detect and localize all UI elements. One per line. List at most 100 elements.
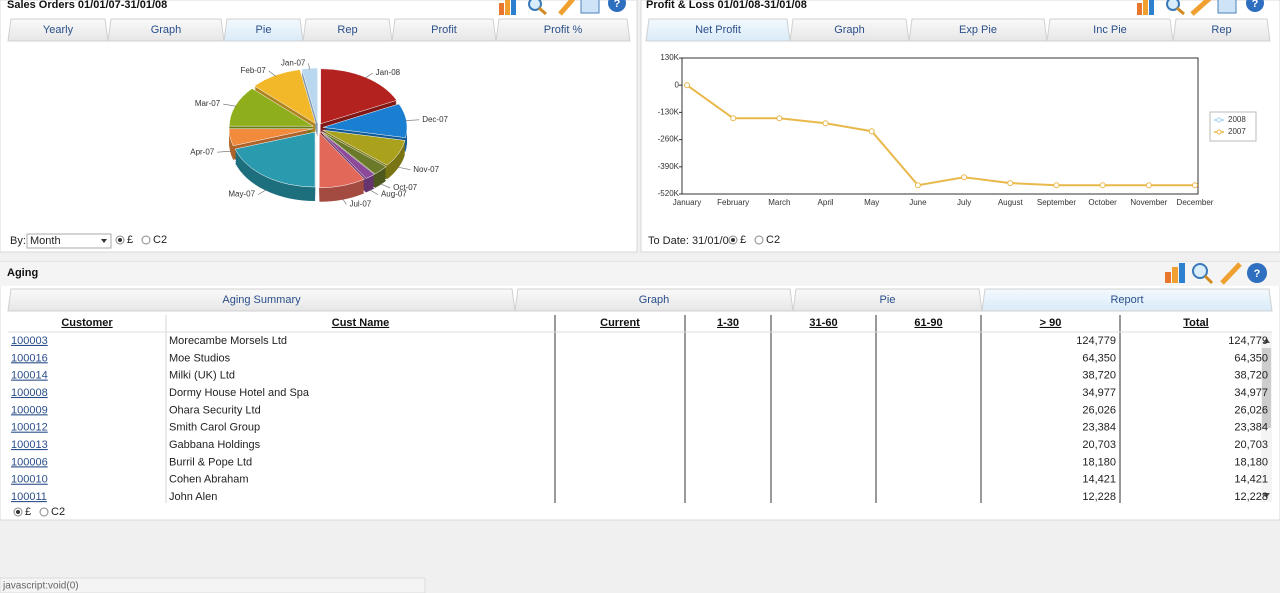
tab[interactable] <box>107 18 225 42</box>
x-tick-label: May <box>864 198 879 207</box>
tab[interactable] <box>495 18 631 42</box>
cell: 20,703 <box>1082 439 1116 451</box>
tab[interactable] <box>792 288 983 312</box>
help-icon[interactable]: ? <box>608 0 626 12</box>
tab[interactable] <box>7 18 109 42</box>
svg-text:?: ? <box>1254 268 1261 280</box>
tab[interactable] <box>981 288 1273 312</box>
tab[interactable] <box>223 18 304 42</box>
tab[interactable] <box>302 18 393 42</box>
status-text: javascript:void(0) <box>2 581 79 592</box>
customer-link[interactable]: 100009 <box>11 404 48 416</box>
leader-line <box>397 166 411 170</box>
column-header[interactable]: 31-60 <box>809 317 837 329</box>
svg-text:?: ? <box>1252 0 1259 10</box>
tab[interactable] <box>908 18 1048 42</box>
radio[interactable] <box>141 235 151 245</box>
help-icon[interactable]: ? <box>1246 0 1264 12</box>
tab-label[interactable]: Pie <box>256 24 272 36</box>
scroll-down[interactable] <box>1263 493 1270 498</box>
tab[interactable] <box>514 288 794 312</box>
point <box>684 82 690 89</box>
scrollbar-thumb[interactable] <box>1262 348 1271 428</box>
legend-marker <box>1216 117 1222 123</box>
customer-link[interactable]: 100013 <box>11 439 48 451</box>
customer-link[interactable]: 100008 <box>11 387 48 399</box>
radio-label: C2 <box>766 234 780 246</box>
pie-slice <box>234 131 316 188</box>
customer-link[interactable]: 100006 <box>11 456 48 468</box>
cell: Morecambe Morsels Ltd <box>169 335 287 347</box>
tab-label[interactable]: Graph <box>639 294 670 306</box>
tab-label[interactable]: Exp Pie <box>959 24 997 36</box>
pie-slice <box>320 131 375 179</box>
zoom-icon[interactable] <box>1166 0 1185 16</box>
radio-label: £ <box>25 506 31 518</box>
tab[interactable] <box>789 18 910 42</box>
chart-icon[interactable] <box>499 0 516 15</box>
cell: John Alen <box>169 491 217 503</box>
cell: 124,779 <box>1228 335 1268 347</box>
tab[interactable] <box>391 18 497 42</box>
tab[interactable] <box>1172 18 1271 42</box>
point <box>730 115 737 122</box>
tab[interactable] <box>645 18 791 42</box>
radio[interactable] <box>39 507 49 517</box>
tab-label[interactable]: Profit % <box>544 24 583 36</box>
tab-label[interactable]: Yearly <box>43 24 74 36</box>
customer-link[interactable]: 100012 <box>11 422 48 434</box>
grid-icon[interactable] <box>580 0 600 14</box>
column-header[interactable]: Customer <box>61 317 113 329</box>
legend-label: 2007 <box>1228 127 1246 136</box>
cell: 34,977 <box>1234 387 1268 399</box>
tab[interactable] <box>7 288 516 312</box>
cell: 14,421 <box>1082 474 1116 486</box>
x-tick-label: November <box>1130 198 1167 207</box>
leader-line <box>308 63 311 70</box>
tab-label[interactable]: Graph <box>834 24 865 36</box>
radio[interactable] <box>754 235 764 245</box>
slice-label: Jan-08 <box>376 68 401 77</box>
column-header[interactable]: Total <box>1183 317 1208 329</box>
customer-link[interactable]: 100010 <box>11 474 48 486</box>
column-header[interactable]: 1-30 <box>717 317 739 329</box>
point <box>914 182 921 189</box>
tab-label[interactable]: Pie <box>880 294 896 306</box>
customer-link[interactable]: 100014 <box>11 370 48 382</box>
cell: Cohen Abraham <box>169 474 249 486</box>
edit-icon[interactable] <box>1220 262 1242 285</box>
tab[interactable] <box>1046 18 1174 42</box>
cell: 38,720 <box>1234 370 1268 382</box>
customer-link[interactable]: 100016 <box>11 352 48 364</box>
chart-icon[interactable] <box>1165 263 1185 283</box>
zoom-icon[interactable] <box>528 0 547 16</box>
cell: Burril & Pope Ltd <box>169 456 252 468</box>
panel-title: Sales Orders 01/01/07-31/01/08 <box>7 0 167 11</box>
zoom-icon[interactable] <box>1192 263 1214 285</box>
column-header[interactable]: 61-90 <box>914 317 942 329</box>
scroll-up[interactable] <box>1263 338 1270 343</box>
tab-label[interactable]: Net Profit <box>695 24 741 36</box>
tab-label[interactable]: Rep <box>1211 24 1231 36</box>
grid-icon[interactable] <box>1217 0 1237 14</box>
customer-link[interactable]: 100011 <box>11 491 47 503</box>
point <box>1099 182 1106 189</box>
select-value[interactable]: Month <box>30 235 61 247</box>
y-tick-label: -520K <box>658 189 680 198</box>
tab-label[interactable]: Report <box>1110 294 1143 306</box>
column-header[interactable]: > 90 <box>1040 317 1062 329</box>
column-header[interactable]: Cust Name <box>332 317 389 329</box>
tab-label[interactable]: Rep <box>337 24 357 36</box>
period-select[interactable]: Month <box>26 233 112 249</box>
tab-label[interactable]: Inc Pie <box>1093 24 1127 36</box>
column-header[interactable]: Current <box>600 317 640 329</box>
tab-label[interactable]: Profit <box>431 24 457 36</box>
edit-icon[interactable] <box>558 0 575 16</box>
edit-icon[interactable] <box>1190 0 1212 16</box>
chart-icon[interactable] <box>1137 0 1154 15</box>
tab-label[interactable]: Graph <box>151 24 182 36</box>
help-icon[interactable]: ? <box>1247 263 1267 283</box>
customer-link[interactable]: 100003 <box>11 335 48 347</box>
tab-label[interactable]: Aging Summary <box>222 294 301 306</box>
leader-line <box>364 72 373 79</box>
